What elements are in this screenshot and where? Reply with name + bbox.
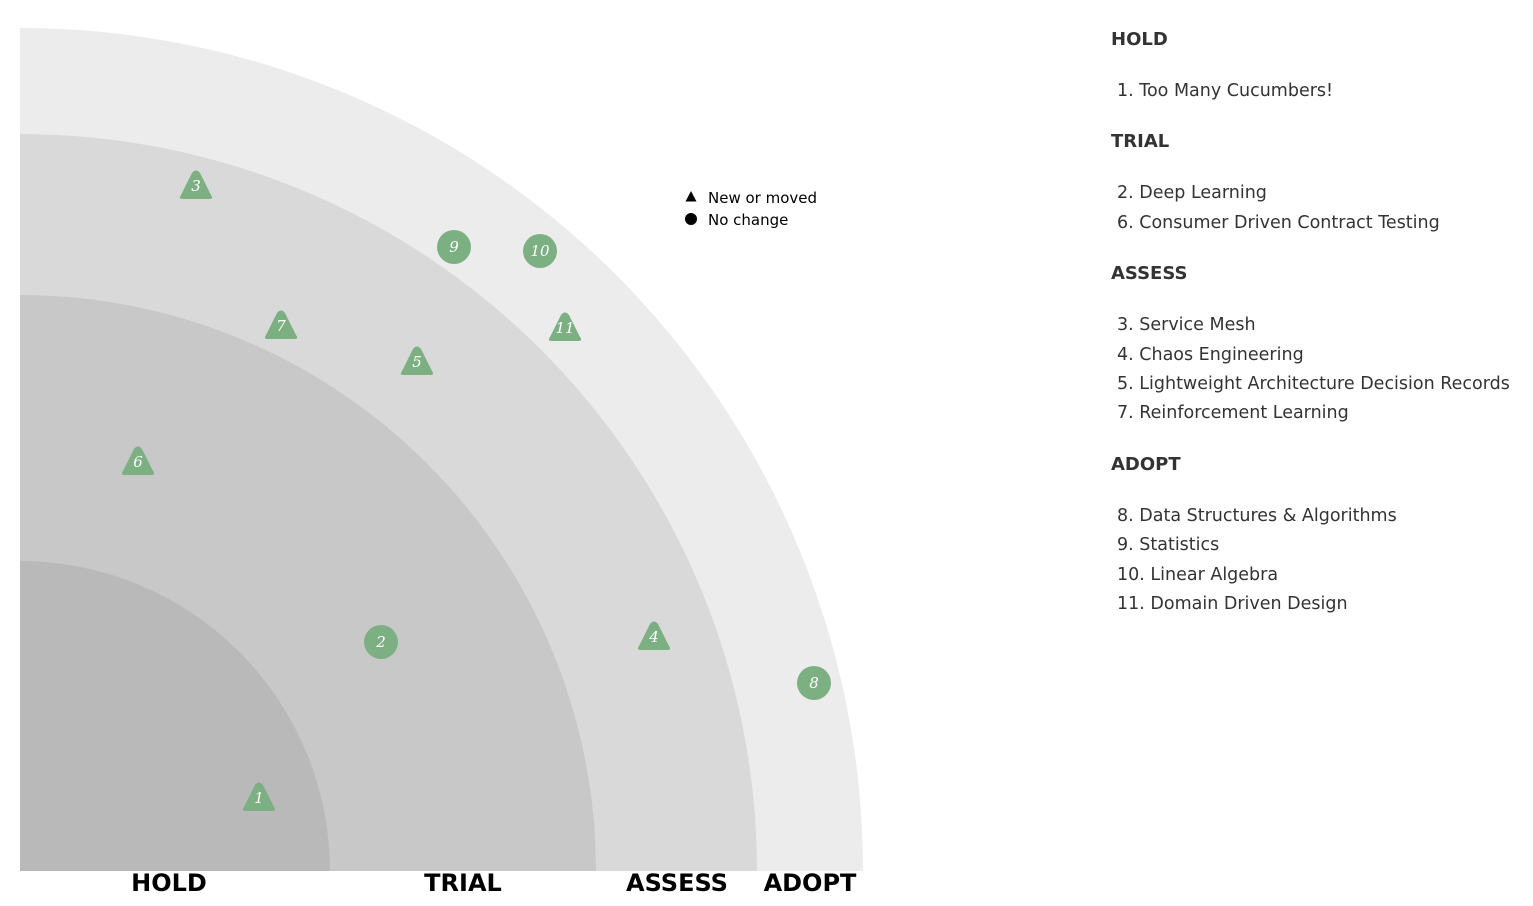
list-item[interactable]: 8. Data Structures & Algorithms — [1117, 505, 1397, 526]
blip-5[interactable]: 5 — [400, 346, 434, 376]
circle-icon — [797, 666, 831, 700]
circle-icon — [523, 234, 557, 268]
triangle-icon — [242, 782, 276, 811]
section-title-trial: TRIAL — [1111, 131, 1170, 153]
blip-6[interactable]: 6 — [121, 446, 155, 476]
list-hold: 1. Too Many Cucumbers! — [1111, 77, 1526, 106]
blip-7[interactable]: 7 — [264, 310, 298, 340]
ring-label-assess: ASSESS — [626, 869, 728, 897]
triangle-icon — [548, 312, 582, 341]
section-trial: TRIAL 2. Deep Learning 6. Consumer Drive… — [1111, 130, 1526, 238]
blip-1[interactable]: 1 — [242, 782, 276, 812]
triangle-icon — [121, 446, 155, 475]
circle-icon — [437, 230, 471, 264]
section-title-assess: ASSESS — [1111, 263, 1188, 285]
ring-label-hold: HOLD — [131, 869, 207, 897]
triangle-icon — [400, 346, 434, 375]
triangle-icon — [264, 310, 298, 339]
list-assess: 3. Service Mesh 4. Chaos Engineering 5. … — [1111, 311, 1526, 429]
ring-label-adopt: ADOPT — [764, 869, 857, 897]
blip-number: 6 — [133, 453, 143, 471]
list-adopt: 8. Data Structures & Algorithms 9. Stati… — [1111, 502, 1526, 620]
blip-number: 5 — [412, 353, 422, 371]
list-item[interactable]: 6. Consumer Driven Contract Testing — [1117, 212, 1440, 233]
section-hold: HOLD 1. Too Many Cucumbers! — [1111, 28, 1526, 106]
triangle-icon — [637, 621, 671, 650]
list-item[interactable]: 1. Too Many Cucumbers! — [1117, 81, 1334, 101]
section-assess: ASSESS 3. Service Mesh 4. Chaos Engineer… — [1111, 262, 1526, 429]
triangle-icon — [179, 170, 213, 199]
section-title-hold: HOLD — [1111, 29, 1168, 50]
circle-icon — [685, 213, 697, 225]
legend-no-change: No change — [708, 211, 788, 229]
section-adopt: ADOPT 8. Data Structures & Algorithms 9.… — [1111, 453, 1526, 620]
blip-number: 2 — [375, 633, 386, 651]
blip-number: 8 — [809, 674, 819, 692]
list-item[interactable]: 10. Linear Algebra — [1117, 564, 1279, 585]
circle-icon — [364, 625, 398, 659]
blip-4[interactable]: 4 — [637, 621, 671, 651]
blip-8[interactable]: 8 — [797, 666, 831, 700]
blip-number: 3 — [191, 177, 201, 195]
blip-number: 11 — [555, 319, 574, 337]
blip-number: 9 — [449, 238, 459, 256]
blip-10[interactable]: 10 — [523, 234, 557, 268]
blip-number: 4 — [648, 628, 659, 646]
blip-9[interactable]: 9 — [437, 230, 471, 264]
list-item[interactable]: 3. Service Mesh — [1117, 315, 1256, 336]
blip-number: 7 — [276, 317, 286, 335]
list-item[interactable]: 5. Lightweight Architecture Decision Rec… — [1117, 374, 1510, 395]
list-item[interactable]: 11. Domain Driven Design — [1117, 594, 1348, 615]
blip-number: 10 — [530, 242, 550, 260]
section-title-adopt: ADOPT — [1111, 453, 1181, 475]
radar-ring-labels: HOLD TRIAL ASSESS ADOPT — [131, 869, 857, 897]
radar-blips: 1 2 3 4 5 6 7 8 9 10 11 — [121, 170, 831, 812]
radar-legend: New or moved No change — [685, 189, 817, 229]
ring-label-trial: TRIAL — [424, 869, 502, 897]
list-item[interactable]: 9. Statistics — [1117, 535, 1220, 556]
blip-2[interactable]: 2 — [364, 625, 398, 659]
blip-list-sidebar: HOLD 1. Too Many Cucumbers! TRIAL 2. Dee… — [1111, 28, 1526, 643]
blip-number: 1 — [254, 789, 264, 807]
blip-3[interactable]: 3 — [179, 170, 213, 200]
radar-rings — [20, 28, 863, 871]
list-item[interactable]: 7. Reinforcement Learning — [1117, 403, 1349, 424]
list-item[interactable]: 4. Chaos Engineering — [1117, 344, 1304, 365]
list-trial: 2. Deep Learning 6. Consumer Driven Cont… — [1111, 179, 1526, 238]
blip-11[interactable]: 11 — [548, 312, 582, 342]
legend-new-or-moved: New or moved — [708, 189, 817, 207]
list-item[interactable]: 2. Deep Learning — [1117, 183, 1267, 204]
triangle-icon — [685, 191, 697, 202]
